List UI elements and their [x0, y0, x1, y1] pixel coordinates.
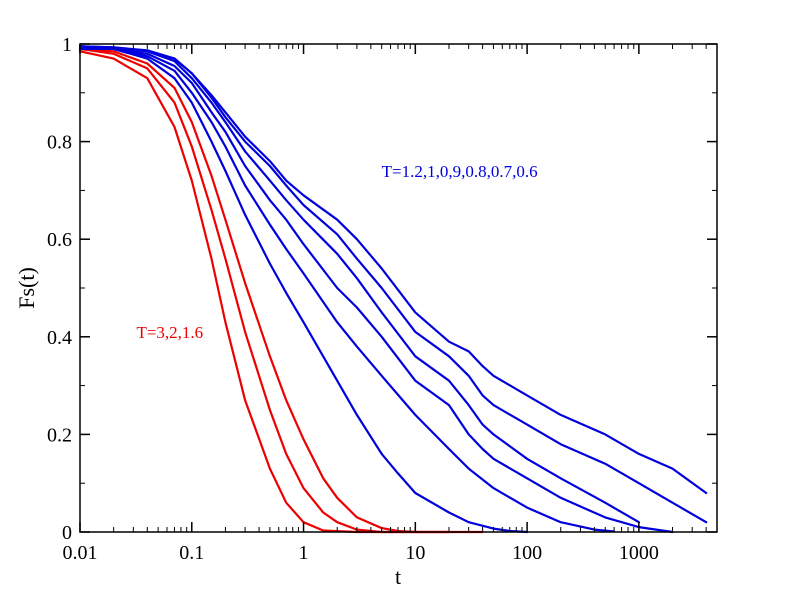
- x-tick-label: 1000: [619, 542, 659, 564]
- annotation-0: T=1.2,1,0,9,0.8,0.7,0.6: [382, 162, 538, 181]
- ticks-layer: [79, 43, 717, 533]
- x-tick-label: 0.01: [63, 542, 98, 564]
- y-axis-title: Fs(t): [14, 267, 39, 309]
- series-line-2: [78, 47, 484, 534]
- series-line-6: [78, 45, 640, 524]
- series-line-3: [78, 47, 529, 534]
- series-layer: [78, 45, 708, 534]
- x-axis-title: t: [395, 564, 401, 589]
- x-tick-label: 10: [405, 542, 425, 564]
- labels-layer: 0.01 0.1 1 10 100 1000 0 0.2 0.4 0.6 0.8 1: [47, 34, 659, 564]
- annotation-1: T=3,2,1.6: [136, 323, 203, 342]
- y-tick-label: 1: [62, 34, 72, 56]
- y-tick-label: 0.4: [47, 327, 72, 349]
- plot-frame: [79, 43, 718, 533]
- y-tick-label: 0.6: [47, 229, 72, 251]
- annotation-layer: T=1.2,1,0,9,0.8,0.7,0.6 T=3,2,1.6: [136, 162, 537, 342]
- series-line-5: [78, 45, 674, 534]
- series-line-8: [78, 45, 708, 495]
- x-tick-label: 0.1: [179, 542, 204, 564]
- series-line-0: [78, 50, 417, 534]
- x-tick-label: 100: [512, 542, 542, 564]
- series-line-1: [78, 47, 451, 534]
- y-tick-label: 0.8: [47, 132, 72, 154]
- series-line-4: [78, 45, 616, 533]
- x-tick-label: 1: [299, 542, 309, 564]
- y-tick-label: 0.2: [47, 424, 72, 446]
- y-tick-label: 0: [62, 522, 72, 544]
